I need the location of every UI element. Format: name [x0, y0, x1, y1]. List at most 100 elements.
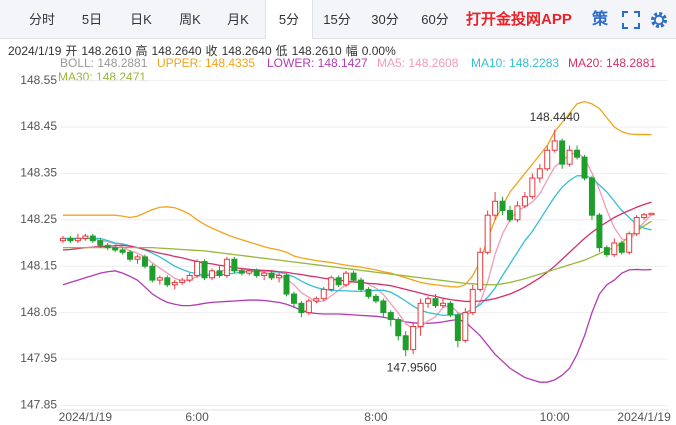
candle-body [551, 140, 558, 151]
indicator-line [62, 151, 653, 330]
candle-body [298, 302, 305, 314]
candle-body [290, 293, 297, 304]
candle-body [633, 216, 640, 235]
candle-body [223, 258, 230, 276]
candle-body [425, 298, 432, 304]
y-tick-label: 147.95 [20, 351, 57, 365]
candle-body [521, 196, 528, 207]
candle-body [499, 200, 506, 212]
indicator-line [62, 268, 652, 383]
candle-body [439, 302, 446, 307]
legend-entry: MA20: 148.2881 [568, 56, 656, 70]
candle-body [417, 302, 424, 327]
tab[interactable]: 日K [130, 12, 152, 27]
info-item: 148.2610 [291, 44, 342, 58]
candle-body [313, 298, 320, 302]
candle-body [112, 247, 119, 251]
candle-body [186, 274, 193, 281]
candle-body [596, 214, 603, 249]
legend-entry: MA30: 148.2471 [58, 70, 146, 84]
candle-body [432, 298, 439, 307]
candle-body [365, 288, 372, 297]
tab[interactable]: 30分 [371, 12, 399, 27]
candle-body [209, 270, 215, 279]
fullscreen-icon[interactable] [622, 11, 640, 29]
y-tick-label: 148.45 [20, 119, 57, 133]
info-item: 2024/1/19 [8, 44, 62, 58]
candle-body [82, 235, 89, 239]
candle-body [164, 277, 171, 286]
candle-body [477, 251, 484, 290]
info-item: 低 [275, 44, 288, 58]
x-tick-label: 8:00 [364, 410, 388, 424]
candle-body [149, 265, 156, 281]
candle-body [641, 214, 648, 218]
y-tick-label: 148.35 [20, 166, 57, 180]
legend-entry: LOWER: 148.1427 [267, 56, 368, 70]
tab[interactable]: 5分 [265, 0, 313, 39]
y-tick-label: 148.05 [20, 305, 57, 319]
candle-body [261, 272, 268, 276]
legend-entry: MA10: 148.2283 [471, 56, 559, 70]
candle-body [574, 149, 581, 158]
candle-body [559, 140, 566, 165]
tab[interactable]: 60分 [421, 12, 449, 27]
candle-body [119, 249, 126, 253]
info-item: 收 [205, 44, 218, 58]
app-link[interactable]: 打开金投网APP [466, 11, 572, 28]
info-item: 幅 [345, 44, 358, 58]
candle-body [514, 205, 521, 221]
candle-body [141, 256, 148, 267]
candle-body [529, 177, 536, 198]
settings-icon[interactable] [649, 10, 669, 30]
y-tick-label: 148.15 [20, 258, 57, 272]
candle-body [89, 235, 96, 242]
candle-body [328, 277, 335, 290]
strategy-button[interactable]: 策 [592, 11, 609, 28]
candle-body [380, 300, 387, 314]
candle-body [507, 210, 513, 221]
legend-entry: UPPER: 148.4335 [157, 56, 255, 70]
info-item: 148.2640 [151, 44, 202, 58]
candle-body [358, 279, 364, 290]
candle-body [536, 168, 543, 179]
candle-body [581, 156, 588, 179]
x-tick-label: 10:00 [540, 410, 570, 424]
candle-body [350, 272, 357, 281]
candle-body [544, 149, 551, 170]
candle-body [67, 237, 74, 242]
candle-body [492, 200, 499, 216]
candle-body [588, 177, 595, 216]
candle-body [104, 244, 111, 249]
legend-boll: BOLL: 148.2881 [60, 56, 148, 70]
candle-body [648, 212, 655, 216]
candle-body [410, 326, 417, 351]
tab[interactable]: 15分 [323, 12, 351, 27]
y-tick-label: 148.55 [20, 73, 57, 87]
candle-body [201, 261, 208, 279]
candle-body [611, 242, 618, 256]
candle-body [246, 270, 253, 274]
tab[interactable]: 5日 [81, 12, 103, 27]
y-tick-label: 148.25 [20, 212, 57, 226]
tab[interactable]: 分时 [28, 12, 55, 27]
candle-body [484, 214, 491, 253]
candle-body [127, 251, 134, 260]
candle-body [253, 270, 260, 276]
indicator-line [63, 220, 652, 286]
candle-body [194, 261, 201, 276]
candle-body [238, 270, 245, 274]
x-tick-label: 6:00 [185, 410, 209, 424]
tab[interactable]: 周K [179, 12, 201, 27]
tab[interactable]: 月K [227, 12, 249, 27]
indicator-line [63, 100, 652, 288]
candle-body [60, 237, 66, 242]
legend-entry: MA5: 148.2608 [377, 56, 459, 70]
candle-body [372, 295, 379, 302]
candle-body [156, 277, 163, 281]
candle-body [447, 302, 454, 316]
candle-body [134, 256, 141, 260]
info-item: 148.2610 [81, 44, 132, 58]
